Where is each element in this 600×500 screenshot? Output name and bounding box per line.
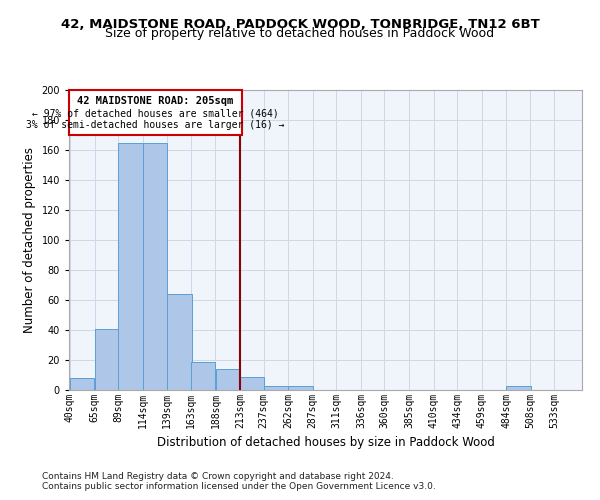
Text: 42 MAIDSTONE ROAD: 205sqm: 42 MAIDSTONE ROAD: 205sqm [77, 96, 233, 106]
X-axis label: Distribution of detached houses by size in Paddock Wood: Distribution of detached houses by size … [157, 436, 494, 450]
Bar [240, 376, 265, 390]
Text: Contains HM Land Registry data © Crown copyright and database right 2024.: Contains HM Land Registry data © Crown c… [42, 472, 394, 481]
Bar [118, 142, 143, 390]
Bar [191, 362, 215, 390]
FancyBboxPatch shape [69, 90, 242, 135]
Text: Size of property relative to detached houses in Paddock Wood: Size of property relative to detached ho… [106, 28, 494, 40]
Text: 3% of semi-detached houses are larger (16) →: 3% of semi-detached houses are larger (1… [26, 120, 285, 130]
Bar [95, 328, 119, 390]
Y-axis label: Number of detached properties: Number of detached properties [23, 147, 36, 333]
Bar [506, 386, 531, 390]
Bar [289, 386, 313, 390]
Bar [167, 294, 191, 390]
Bar [215, 369, 240, 390]
Text: 42, MAIDSTONE ROAD, PADDOCK WOOD, TONBRIDGE, TN12 6BT: 42, MAIDSTONE ROAD, PADDOCK WOOD, TONBRI… [61, 18, 539, 30]
Text: ← 97% of detached houses are smaller (464): ← 97% of detached houses are smaller (46… [32, 108, 279, 118]
Text: Contains public sector information licensed under the Open Government Licence v3: Contains public sector information licen… [42, 482, 436, 491]
Bar [264, 386, 288, 390]
Bar [70, 378, 94, 390]
Bar [143, 142, 167, 390]
